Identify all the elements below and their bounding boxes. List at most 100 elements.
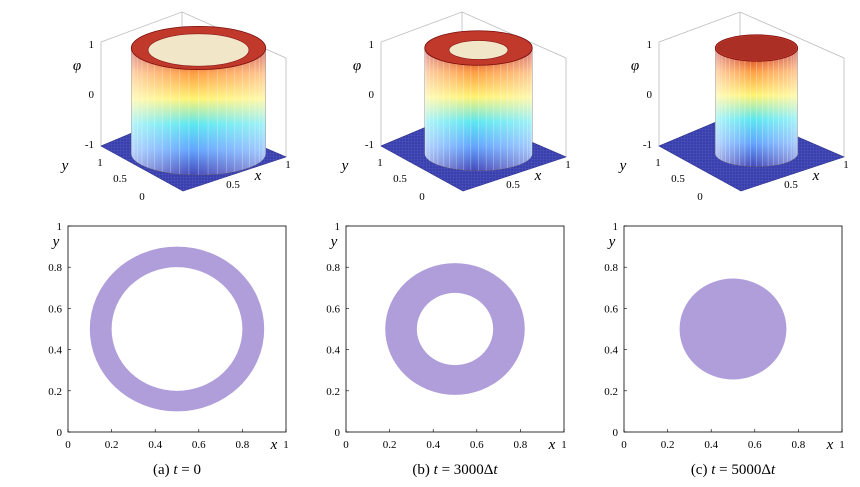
x-tick-label: 0 bbox=[343, 439, 349, 451]
panel-caption: (a) t = 0 bbox=[153, 462, 201, 478]
surface-inner-hole bbox=[147, 33, 250, 67]
caption-var: t bbox=[173, 462, 178, 478]
x-axis-label: x bbox=[270, 437, 278, 453]
y-tick-label: 0.4 bbox=[604, 345, 618, 357]
y-tick-label: 0.8 bbox=[604, 262, 618, 274]
x-tick-label: 0.4 bbox=[148, 439, 162, 451]
y-axis-label: y bbox=[340, 158, 349, 174]
z-tick-label: 0 bbox=[369, 89, 375, 101]
y-tick-label: 0.8 bbox=[326, 262, 340, 274]
y-tick-label: 1 bbox=[57, 221, 63, 233]
y-tick-label: 0.6 bbox=[326, 303, 340, 315]
x-tick-label: 0.8 bbox=[236, 439, 250, 451]
y-tick-label: 1 bbox=[335, 221, 341, 233]
annulus-region bbox=[385, 263, 525, 395]
y-axis-label: y bbox=[607, 234, 616, 250]
x-axis-label: x bbox=[254, 168, 262, 184]
x-tick-label: 0.4 bbox=[704, 439, 718, 451]
y-tick-label: 0.6 bbox=[604, 303, 618, 315]
z-axis-label: φ bbox=[353, 58, 361, 74]
y-axis-label: y bbox=[60, 158, 69, 174]
x-tick-label: 1 bbox=[843, 159, 849, 171]
y-axis-label: y bbox=[51, 234, 60, 250]
z-tick-label: 1 bbox=[369, 39, 375, 51]
caption-var: t bbox=[711, 462, 716, 478]
y-tick-label: 0.4 bbox=[326, 345, 340, 357]
caption-value: = 3000Δ bbox=[438, 462, 494, 478]
y-tick-label: 0.2 bbox=[48, 386, 62, 398]
y-tick-label: 0.2 bbox=[326, 386, 340, 398]
x-tick-label: 0.5 bbox=[226, 179, 240, 191]
y-axis-label: y bbox=[329, 234, 338, 250]
x-tick-label: 1 bbox=[565, 159, 571, 171]
x-tick-label: 0.2 bbox=[105, 439, 119, 451]
z-axis-label: φ bbox=[73, 58, 81, 74]
x-tick-label: 1 bbox=[561, 439, 567, 451]
x-tick-label: 0.6 bbox=[470, 439, 484, 451]
x-axis-label: x bbox=[826, 437, 834, 453]
x-tick-label: 0.2 bbox=[383, 439, 397, 451]
surface-panel-b: 1 0 -1 φ 0 0.5 1 y 0.5 1 x bbox=[340, 11, 571, 203]
y-tick-label: 0 bbox=[419, 191, 425, 203]
z-tick-label: -1 bbox=[643, 139, 652, 151]
x-tick-label: 0.2 bbox=[661, 439, 675, 451]
caption-value: = 5000Δ bbox=[715, 462, 771, 478]
caption-prefix: (b) bbox=[412, 462, 433, 478]
panel-caption: (b) t = 3000Δt bbox=[412, 462, 498, 478]
z-axis-label: φ bbox=[631, 58, 639, 74]
x-tick-label: 0 bbox=[65, 439, 71, 451]
y-tick-label: 0.2 bbox=[604, 386, 618, 398]
y-tick-label: 0 bbox=[139, 191, 145, 203]
caption-prefix: (a) bbox=[153, 462, 173, 478]
x-axis-label: x bbox=[812, 168, 820, 184]
panel-caption: (c) t = 5000Δt bbox=[691, 462, 776, 478]
caption-value: = 0 bbox=[178, 462, 201, 478]
x-tick-label: 1 bbox=[285, 159, 291, 171]
y-tick-label: 0 bbox=[697, 191, 703, 203]
x-tick-label: 1 bbox=[839, 439, 845, 451]
y-axis-label: y bbox=[618, 158, 627, 174]
surface-panel-a: 1 0 -1 φ 0 0.5 1 y 0.5 1 x bbox=[60, 11, 291, 203]
y-tick-label: 0 bbox=[613, 427, 619, 439]
disk-region bbox=[679, 278, 787, 380]
y-tick-label: 1 bbox=[97, 157, 103, 169]
x-tick-label: 0 bbox=[621, 439, 627, 451]
x-tick-label: 1 bbox=[283, 439, 289, 451]
x-tick-label: 0.5 bbox=[784, 179, 798, 191]
z-tick-label: 0 bbox=[89, 89, 95, 101]
y-tick-label: 0.8 bbox=[48, 262, 62, 274]
caption-var: t bbox=[434, 462, 439, 478]
y-tick-label: 0.5 bbox=[671, 173, 685, 185]
caption-var: t bbox=[493, 462, 498, 478]
plot-frame bbox=[345, 225, 565, 433]
z-tick-label: 1 bbox=[89, 39, 95, 51]
y-tick-label: 0.5 bbox=[113, 173, 127, 185]
z-tick-label: 0 bbox=[647, 89, 653, 101]
surface-top-cap bbox=[716, 35, 797, 61]
x-tick-label: 0.6 bbox=[192, 439, 206, 451]
y-tick-label: 1 bbox=[377, 157, 383, 169]
x-tick-label: 0.6 bbox=[748, 439, 762, 451]
surface-inner-hole bbox=[448, 40, 509, 60]
z-tick-label: -1 bbox=[85, 139, 94, 151]
y-tick-label: 0.5 bbox=[393, 173, 407, 185]
y-tick-label: 1 bbox=[655, 157, 661, 169]
z-tick-label: -1 bbox=[365, 139, 374, 151]
y-tick-label: 0 bbox=[57, 427, 63, 439]
z-tick-label: 1 bbox=[647, 39, 653, 51]
x-axis-label: x bbox=[534, 168, 542, 184]
y-tick-label: 1 bbox=[613, 221, 619, 233]
x-axis-label: x bbox=[548, 437, 556, 453]
caption-prefix: (c) bbox=[691, 462, 711, 478]
x-tick-label: 0.5 bbox=[506, 179, 520, 191]
y-tick-label: 0.6 bbox=[48, 303, 62, 315]
x-tick-label: 0.4 bbox=[426, 439, 440, 451]
caption-var: t bbox=[771, 462, 776, 478]
x-tick-label: 0.8 bbox=[792, 439, 806, 451]
surface-panel-c: 1 0 -1 φ 0 0.5 1 y 0.5 1 x bbox=[618, 11, 849, 203]
x-tick-label: 0.8 bbox=[514, 439, 528, 451]
